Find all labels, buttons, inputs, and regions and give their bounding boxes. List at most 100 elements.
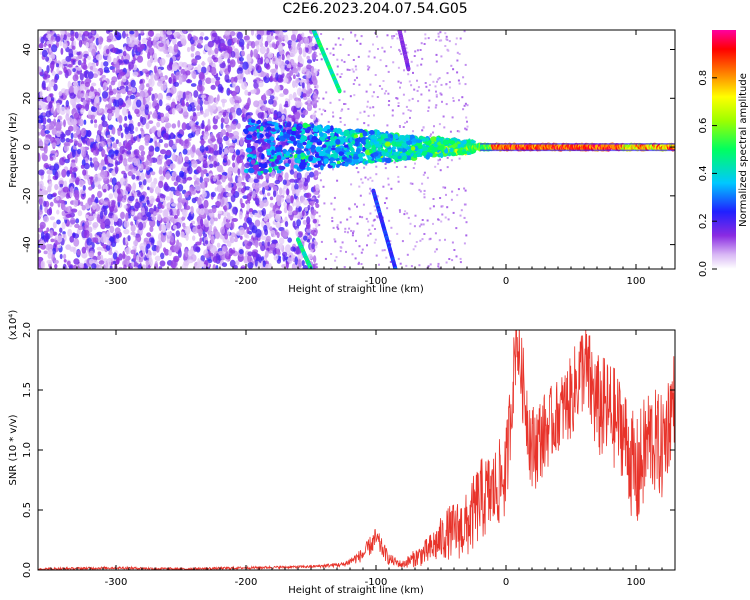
noise-dot	[358, 245, 361, 248]
noise-blob	[229, 259, 236, 268]
noise-dot	[446, 166, 449, 169]
noise-blob	[38, 42, 44, 49]
noise-blob	[95, 264, 103, 269]
noise-blob	[292, 67, 298, 74]
noise-dot	[439, 31, 442, 34]
noise-blob	[203, 199, 209, 209]
noise-blob	[65, 100, 70, 108]
noise-blob	[202, 159, 208, 168]
noise-dot	[446, 156, 449, 159]
noise-dot	[420, 63, 423, 66]
noise-dot	[316, 100, 319, 103]
noise-blob	[119, 60, 123, 64]
noise-dot	[399, 81, 402, 84]
noise-blob	[81, 62, 87, 70]
noise-blob	[115, 233, 120, 239]
noise-blob	[97, 251, 102, 256]
noise-blob	[102, 166, 107, 171]
noise-blob	[261, 219, 265, 228]
noise-blob	[53, 83, 58, 92]
noise-blob	[170, 85, 177, 95]
noise-dot	[350, 31, 353, 34]
noise-blob	[243, 239, 248, 245]
noise-blob	[195, 50, 201, 57]
noise-dot	[339, 250, 342, 253]
noise-blob	[122, 50, 127, 57]
noise-blob	[80, 201, 84, 207]
noise-dot	[457, 79, 460, 82]
noise-blob	[232, 130, 239, 137]
noise-blob	[97, 190, 102, 199]
noise-blob	[170, 216, 175, 223]
noise-dot	[402, 112, 405, 115]
noise-blob	[72, 97, 77, 105]
noise-dot	[437, 218, 440, 221]
noise-blob	[38, 195, 43, 200]
noise-dot	[314, 98, 317, 101]
noise-dot	[421, 57, 424, 60]
noise-blob	[45, 233, 49, 242]
noise-blob	[80, 108, 85, 115]
noise-blob	[181, 216, 186, 221]
noise-dot	[340, 109, 343, 112]
noise-blob	[146, 83, 150, 88]
noise-blob	[46, 227, 50, 232]
carrier-blob	[391, 146, 397, 150]
noise-blob	[304, 43, 308, 48]
noise-dot	[356, 205, 358, 208]
noise-blob	[65, 138, 70, 143]
noise-dot	[354, 257, 357, 260]
noise-blob	[311, 242, 315, 250]
noise-blob	[181, 122, 187, 131]
noise-blob	[112, 142, 118, 149]
noise-blob	[216, 184, 223, 193]
noise-blob	[304, 206, 309, 212]
noise-blob	[199, 145, 205, 153]
noise-blob	[222, 246, 228, 252]
noise-blob	[132, 71, 139, 77]
noise-dot	[461, 96, 464, 99]
noise-blob	[173, 181, 179, 186]
noise-dot	[336, 179, 339, 182]
noise-dot	[458, 157, 461, 160]
noise-dot	[402, 93, 405, 96]
noise-blob	[226, 192, 233, 197]
noise-blob	[90, 197, 95, 203]
noise-blob	[72, 59, 76, 65]
noise-blob	[264, 40, 269, 48]
noise-blob	[74, 31, 79, 39]
noise-blob	[48, 125, 53, 131]
noise-blob	[225, 79, 232, 83]
noise-blob	[254, 219, 261, 227]
carrier-blob	[256, 128, 260, 133]
noise-dot	[357, 171, 360, 174]
noise-dot	[346, 68, 349, 71]
noise-dot	[373, 241, 376, 244]
noise-blob	[50, 60, 55, 65]
noise-blob	[92, 157, 98, 163]
noise-blob	[197, 197, 202, 206]
noise-dot	[312, 54, 315, 57]
noise-blob	[289, 178, 296, 183]
noise-dot	[358, 185, 361, 188]
noise-dot	[319, 179, 322, 182]
noise-dot	[448, 86, 451, 89]
noise-dot	[376, 216, 379, 219]
noise-blob	[94, 123, 98, 128]
noise-dot	[348, 227, 351, 230]
noise-blob	[91, 263, 97, 269]
noise-blob	[43, 162, 49, 169]
noise-blob	[39, 198, 43, 205]
noise-blob	[90, 119, 94, 124]
noise-blob	[66, 170, 70, 177]
noise-blob	[146, 200, 150, 205]
noise-dot	[363, 122, 366, 125]
noise-dot	[354, 33, 357, 36]
noise-dot	[428, 84, 431, 86]
noise-blob	[222, 111, 226, 118]
noise-blob	[171, 203, 178, 207]
noise-blob	[171, 62, 178, 71]
noise-blob	[163, 143, 169, 148]
noise-blob	[274, 179, 281, 185]
noise-blob	[209, 218, 215, 226]
